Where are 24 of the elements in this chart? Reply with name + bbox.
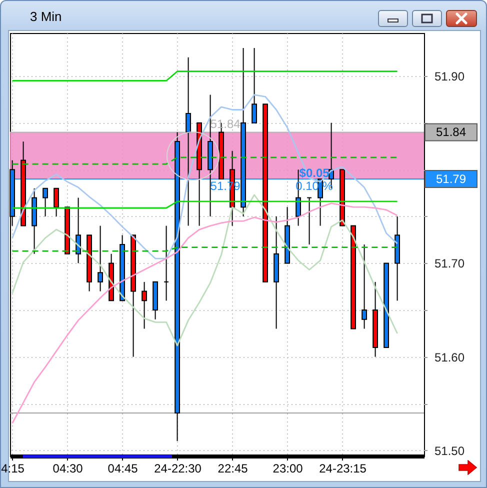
candlestick	[98, 225, 103, 292]
chart-title: 3 Min	[30, 9, 62, 24]
line-series	[12, 194, 398, 346]
candlestick	[42, 188, 48, 217]
y-tick-label: 51.50	[434, 444, 465, 458]
candlestick	[252, 47, 257, 124]
candlestick	[54, 188, 59, 217]
y-tick-label: 51.90	[434, 70, 465, 84]
x-tick-label: 24-23:15	[319, 462, 367, 476]
x-tick-label: 24-22:30	[154, 462, 202, 476]
y-tick-label: 51.60	[434, 350, 465, 364]
x-tick-label: 04:45	[108, 462, 138, 476]
text: 51.84	[436, 125, 466, 140]
x-tick-label: 4:15	[1, 462, 25, 476]
annotation: $0.05	[299, 166, 330, 180]
candlestick	[142, 281, 147, 330]
x-tick-label: 04:30	[52, 462, 84, 476]
candlestick	[186, 56, 191, 226]
y-tick-label: 51.70	[434, 256, 465, 271]
x-tick-label: 22:45	[218, 462, 248, 476]
candlestick	[76, 197, 81, 264]
candlestick	[362, 244, 367, 330]
text: 51.79	[436, 172, 466, 186]
x-tick-label: 23:00	[272, 462, 304, 476]
